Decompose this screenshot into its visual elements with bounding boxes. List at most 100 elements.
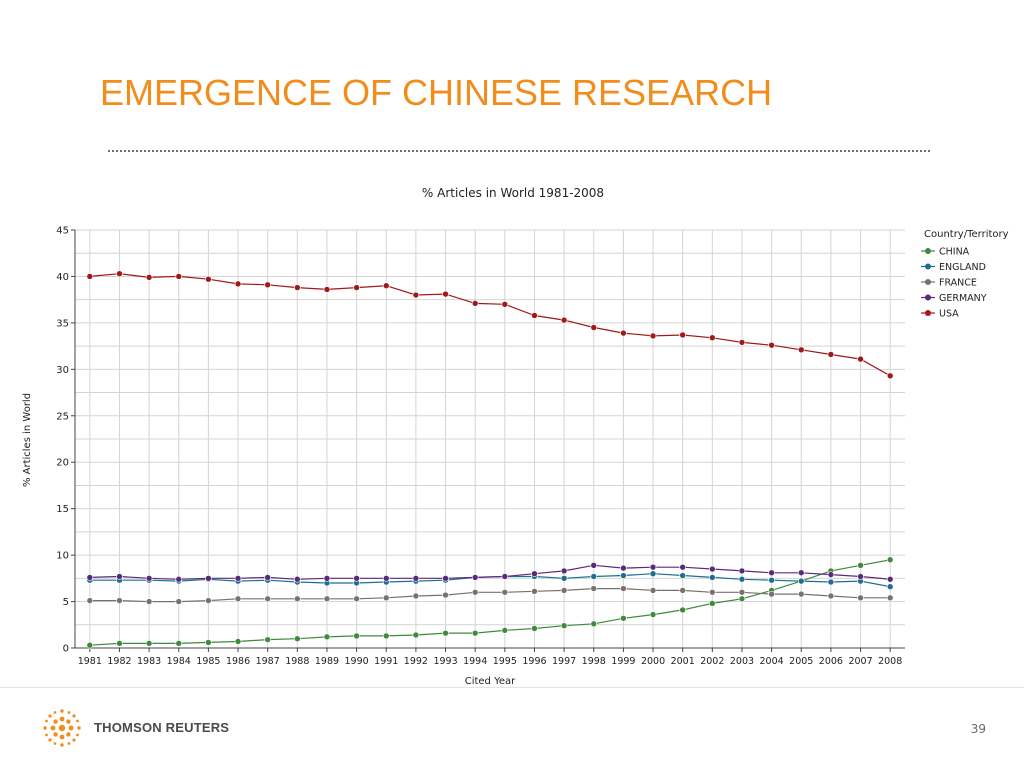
x-tick-label: 1993 — [433, 656, 457, 667]
data-point-germany — [175, 575, 183, 583]
data-point-china — [175, 640, 183, 647]
data-point-england — [797, 577, 805, 585]
data-point-france — [353, 595, 360, 603]
x-tick-label: 1987 — [256, 656, 280, 667]
data-point-france — [679, 587, 686, 594]
data-point-germany — [501, 573, 509, 580]
logo-dots-icon — [43, 709, 81, 747]
data-point-china — [560, 622, 568, 630]
data-point-usa — [679, 331, 686, 339]
data-point-france — [86, 597, 94, 604]
data-point-china — [471, 629, 479, 637]
chart-grid — [75, 229, 905, 649]
chart-series — [86, 270, 894, 649]
data-point-england — [827, 578, 835, 586]
data-point-france — [738, 588, 746, 596]
data-point-usa — [797, 346, 805, 354]
data-point-usa — [531, 312, 538, 319]
chart-title: % Articles in World 1981-2008 — [422, 186, 604, 200]
data-point-china — [590, 620, 598, 628]
data-point-germany — [264, 574, 271, 581]
data-point-usa — [175, 273, 183, 280]
data-point-france — [412, 592, 420, 600]
data-point-usa — [234, 280, 242, 288]
data-point-usa — [709, 334, 716, 342]
data-point-france — [442, 591, 449, 599]
data-point-usa — [145, 274, 153, 281]
data-point-england — [738, 575, 746, 583]
data-point-england — [590, 573, 598, 580]
data-point-china — [353, 632, 360, 640]
x-tick-label: 1983 — [137, 656, 161, 667]
data-point-england — [709, 574, 716, 581]
data-point-france — [590, 585, 598, 592]
logo-text: THOMSON REUTERS — [94, 720, 230, 735]
legend-label-germany: GERMANY — [939, 293, 987, 304]
data-point-england — [886, 583, 894, 590]
legend-title: Country/Territory — [924, 229, 1009, 240]
data-point-germany — [590, 562, 598, 569]
data-point-germany — [234, 575, 242, 582]
data-point-china — [531, 625, 538, 632]
data-point-usa — [501, 301, 509, 308]
x-tick-label: 1996 — [522, 656, 546, 667]
data-point-germany — [709, 565, 716, 573]
x-tick-label: 1990 — [345, 656, 369, 667]
data-point-usa — [323, 286, 331, 293]
title-divider — [108, 150, 930, 152]
data-point-china — [86, 641, 94, 649]
x-tick-label: 1998 — [582, 656, 606, 667]
x-tick-label: 1999 — [611, 656, 635, 667]
y-tick-label: 0 — [63, 644, 69, 655]
x-tick-label: 1988 — [285, 656, 309, 667]
data-point-usa — [412, 291, 420, 299]
data-point-france — [768, 590, 775, 598]
data-point-china — [323, 633, 331, 641]
legend-swatch-dot-england — [925, 263, 931, 270]
data-point-france — [382, 594, 390, 602]
data-point-china — [886, 556, 894, 564]
data-point-usa — [86, 273, 94, 280]
y-tick-label: 30 — [56, 365, 69, 376]
data-point-usa — [205, 275, 212, 283]
data-point-france — [560, 587, 568, 594]
data-point-france — [471, 588, 479, 596]
data-point-usa — [768, 341, 775, 349]
x-tick-label: 1986 — [226, 656, 250, 667]
chart-legend: Country/Territory CHINA ENGLAND FRANCE GERM… — [921, 229, 1009, 320]
data-point-usa — [857, 355, 864, 363]
y-tick-label: 25 — [56, 411, 69, 422]
data-point-usa — [620, 329, 627, 337]
legend-label-china: CHINA — [939, 247, 970, 258]
y-axis-label: % Articles in World — [22, 393, 33, 487]
data-point-usa — [471, 300, 479, 307]
x-tick-label: 1991 — [374, 656, 398, 667]
x-tick-label: 1981 — [78, 656, 102, 667]
x-tick-label: 2003 — [730, 656, 754, 667]
data-point-france — [709, 588, 716, 596]
data-point-france — [531, 588, 538, 595]
x-tick-label: 1994 — [463, 656, 487, 667]
legend-label-usa: USA — [939, 309, 959, 320]
data-point-germany — [323, 575, 331, 582]
data-point-germany — [205, 575, 212, 582]
x-tick-label: 2002 — [700, 656, 724, 667]
data-point-china — [145, 640, 153, 647]
chart-ticks: 0 5 10 15 20 25 30 35 40 45 1981 1982 1983 1984 1985 19… — [56, 226, 902, 668]
x-tick-label: 2008 — [878, 656, 902, 667]
legend-swatch-dot-china — [925, 248, 931, 254]
data-point-france — [205, 597, 212, 604]
data-point-france — [501, 588, 509, 596]
series-line-germany — [89, 564, 891, 580]
y-tick-label: 40 — [56, 272, 69, 283]
legend-label-england: ENGLAND — [939, 262, 986, 273]
x-tick-label: 2001 — [671, 656, 695, 667]
data-point-china — [649, 611, 657, 618]
x-tick-label: 2007 — [848, 656, 872, 667]
data-point-china — [620, 614, 627, 622]
series-line-china — [89, 559, 891, 646]
data-point-germany — [620, 564, 627, 572]
data-point-england — [768, 576, 775, 584]
data-point-china — [294, 635, 301, 643]
data-point-england — [560, 575, 568, 582]
